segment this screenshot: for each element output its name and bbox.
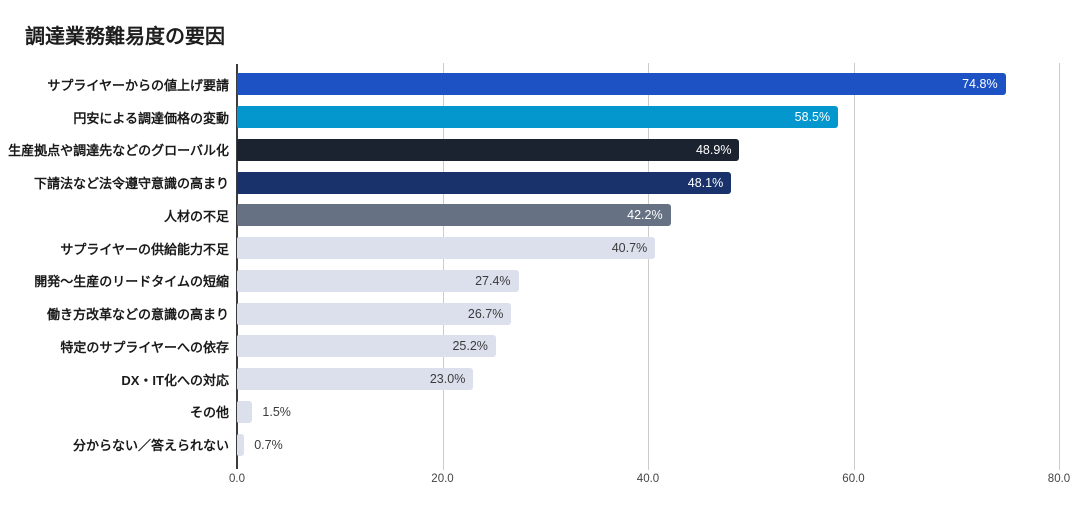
bar-row: その他 1.5%: [0, 396, 1059, 429]
bar-row: 生産拠点や調達先などのグローバル化 48.9%: [0, 134, 1059, 167]
bar[interactable]: 40.7%: [237, 237, 656, 260]
category-label: その他: [189, 405, 229, 421]
bar-row: 開発〜生産のリードタイムの短縮 27.4%: [0, 265, 1059, 298]
bar-area: 27.4%: [237, 269, 1059, 292]
bar[interactable]: 25.2%: [237, 335, 496, 358]
bar-area: 74.8%: [237, 73, 1059, 96]
bar-row: 分からない／答えられない 0.7%: [0, 428, 1059, 461]
value-label: 48.1%: [687, 175, 724, 190]
bar[interactable]: [237, 400, 253, 423]
bar-row: 人材の不足 42.2%: [0, 199, 1059, 232]
plot-area: 0.0 20.0 40.0 60.0 80.0: [229, 63, 1070, 485]
category-label: 開発〜生産のリードタイムの短縮: [34, 274, 229, 290]
bar-area: 26.7%: [237, 302, 1059, 325]
bar-area: 25.2%: [237, 335, 1059, 358]
axis-tick-label: 20.0: [431, 473, 454, 485]
bar-area: 42.2%: [237, 204, 1059, 227]
category-label: 分からない／答えられない: [72, 438, 229, 454]
value-label: 40.7%: [611, 241, 648, 256]
category-label: サプライヤーからの値上げ要請: [47, 77, 229, 93]
category-label: 円安による調達価格の変動: [73, 110, 229, 126]
value-label: 0.7%: [254, 437, 283, 452]
value-label: 27.4%: [475, 273, 511, 288]
category-label: 人材の不足: [163, 208, 229, 224]
bar[interactable]: 58.5%: [237, 106, 839, 129]
value-label: 42.2%: [627, 208, 663, 223]
value-label: 23.0%: [429, 372, 466, 387]
bar-row: 特定のサプライヤーへの依存 25.2%: [0, 330, 1059, 363]
gridline: [648, 63, 649, 470]
value-label: 58.5%: [794, 110, 831, 125]
bar-row: 下請法など法令遵守意識の高まり 48.1%: [0, 166, 1059, 199]
bar-rows: サプライヤーからの値上げ要請 74.8% 円安による調達価格の変動 58.5% 生産拠点…: [0, 68, 1059, 461]
bar-area: 1.5%: [237, 400, 1059, 423]
gridline: [853, 63, 855, 470]
bar[interactable]: 42.2%: [237, 204, 671, 227]
bar-row: 円安による調達価格の変動 58.5%: [0, 101, 1059, 134]
value-label: 48.9%: [695, 142, 732, 157]
category-label: 特定のサプライヤーへの依存: [60, 339, 229, 355]
bar-row: サプライヤーの供給能力不足 40.7%: [0, 232, 1059, 265]
category-label: 生産拠点や調達先などのグローバル化: [8, 143, 229, 159]
value-label: 1.5%: [262, 404, 291, 419]
axis-baseline: [236, 64, 238, 469]
value-label: 25.2%: [452, 339, 488, 354]
bar-area: 0.7%: [237, 433, 1059, 456]
bar[interactable]: 27.4%: [237, 269, 519, 292]
value-label: 74.8%: [962, 77, 998, 92]
bar-row: 働き方改革などの意識の高まり 26.7%: [0, 297, 1059, 330]
category-label: サプライヤーの供給能力不足: [60, 241, 229, 257]
bar-area: 23.0%: [237, 368, 1059, 391]
category-label: DX・IT化への対応: [121, 372, 229, 388]
bar[interactable]: 48.9%: [237, 138, 740, 161]
bar-area: 48.1%: [237, 171, 1059, 194]
gridline: [1059, 63, 1060, 470]
bar[interactable]: 74.8%: [237, 73, 1006, 96]
bar-row: サプライヤーからの値上げ要請 74.8%: [0, 68, 1059, 101]
gridline: [442, 63, 444, 470]
axis-tick-label: 40.0: [636, 473, 660, 485]
bar[interactable]: 48.1%: [237, 171, 732, 194]
bar[interactable]: [237, 433, 245, 456]
axis-tick-label: 80.0: [1047, 473, 1071, 485]
axis-tick-label: 60.0: [842, 473, 865, 485]
value-label: 26.7%: [467, 306, 504, 321]
category-label: 働き方改革などの意識の高まり: [46, 307, 229, 323]
axis-tick-label: 0.0: [229, 473, 245, 485]
bar-area: 58.5%: [237, 106, 1059, 129]
bar-row: DX・IT化への対応 23.0%: [0, 363, 1059, 396]
bar-area: 48.9%: [237, 138, 1059, 161]
chart-title: 調達業務難易度の要因: [25, 26, 225, 48]
bar[interactable]: 23.0%: [237, 368, 474, 391]
bar[interactable]: 26.7%: [237, 302, 512, 325]
bar-area: 40.7%: [237, 237, 1059, 260]
category-label: 下請法など法令遵守意識の高まり: [33, 176, 229, 192]
